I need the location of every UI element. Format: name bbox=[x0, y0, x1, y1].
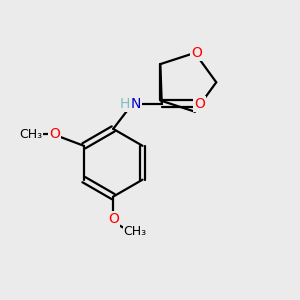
Text: N: N bbox=[131, 97, 141, 111]
Text: CH₃: CH₃ bbox=[124, 225, 147, 239]
Text: O: O bbox=[191, 46, 202, 60]
Text: O: O bbox=[194, 97, 205, 111]
Text: O: O bbox=[49, 127, 60, 141]
Text: H: H bbox=[120, 97, 130, 111]
Text: CH₃: CH₃ bbox=[19, 128, 42, 140]
Text: O: O bbox=[108, 212, 118, 226]
